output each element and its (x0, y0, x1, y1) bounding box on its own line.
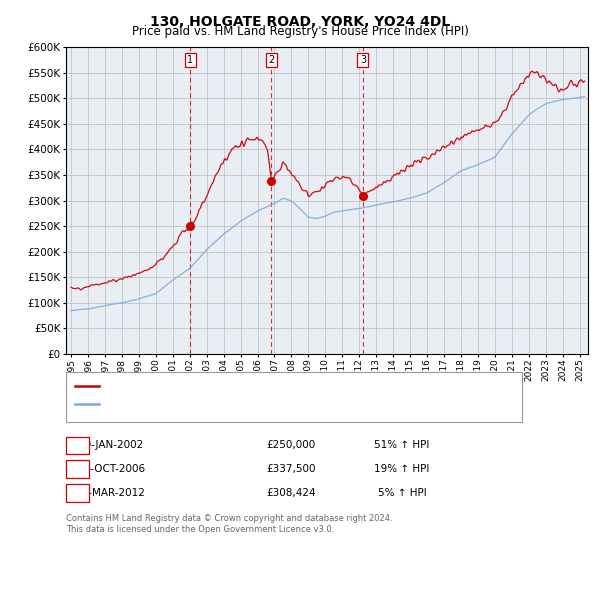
Text: 2: 2 (268, 55, 275, 65)
Text: 130, HOLGATE ROAD, YORK, YO24 4DL (detached house): 130, HOLGATE ROAD, YORK, YO24 4DL (detac… (105, 382, 401, 391)
Text: This data is licensed under the Open Government Licence v3.0.: This data is licensed under the Open Gov… (66, 525, 334, 534)
Text: 1: 1 (74, 441, 81, 450)
Text: £337,500: £337,500 (266, 464, 316, 474)
Text: 3: 3 (360, 55, 366, 65)
Text: 3: 3 (74, 488, 81, 497)
Text: Price paid vs. HM Land Registry's House Price Index (HPI): Price paid vs. HM Land Registry's House … (131, 25, 469, 38)
Text: 10-JAN-2002: 10-JAN-2002 (79, 441, 143, 450)
Text: 1: 1 (187, 55, 193, 65)
Text: Contains HM Land Registry data © Crown copyright and database right 2024.: Contains HM Land Registry data © Crown c… (66, 514, 392, 523)
Text: 130, HOLGATE ROAD, YORK, YO24 4DL: 130, HOLGATE ROAD, YORK, YO24 4DL (150, 15, 450, 29)
Text: 19-MAR-2012: 19-MAR-2012 (76, 488, 146, 497)
Text: HPI: Average price, detached house, York: HPI: Average price, detached house, York (105, 399, 320, 409)
Text: 5% ↑ HPI: 5% ↑ HPI (377, 488, 427, 497)
Text: 19% ↑ HPI: 19% ↑ HPI (374, 464, 430, 474)
Text: 51% ↑ HPI: 51% ↑ HPI (374, 441, 430, 450)
Text: £250,000: £250,000 (266, 441, 316, 450)
Text: 2: 2 (74, 464, 81, 474)
Text: 26-OCT-2006: 26-OCT-2006 (77, 464, 145, 474)
Text: £308,424: £308,424 (266, 488, 316, 497)
